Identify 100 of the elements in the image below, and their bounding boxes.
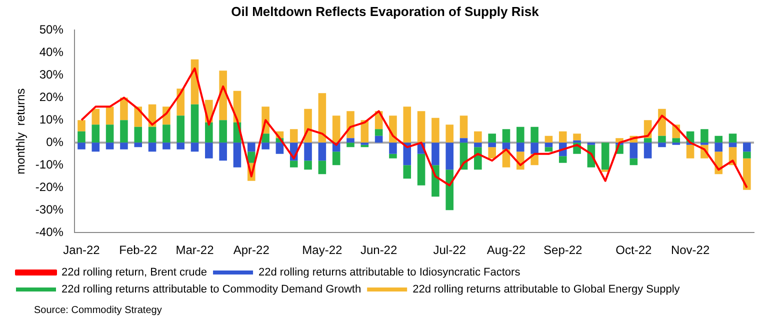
bar: [601, 142, 610, 170]
bar: [304, 108, 312, 143]
y-tick-label: 0%: [46, 134, 64, 149]
bar: [346, 111, 354, 138]
bar: [78, 131, 86, 143]
bar: [432, 142, 440, 166]
bar: [389, 154, 397, 158]
bar: [290, 160, 298, 168]
bar: [502, 142, 510, 150]
bar: [318, 142, 326, 161]
bar: [205, 122, 213, 143]
bar: [417, 111, 426, 143]
bar: [92, 108, 100, 125]
bar: [304, 142, 312, 161]
bar: [346, 142, 354, 148]
bar: [728, 142, 737, 148]
bar: [247, 142, 256, 152]
bar: [219, 120, 227, 143]
legend-label: 22d rolling returns attributable to Global Energy Supply: [412, 284, 680, 296]
x-tick-label: Apr-22: [233, 243, 270, 258]
bar: [78, 142, 86, 150]
bar: [374, 129, 383, 136]
bar: [630, 158, 638, 166]
bar: [318, 160, 326, 174]
bar: [460, 138, 468, 143]
bar: [432, 118, 440, 143]
bar: [530, 142, 538, 154]
bar: [644, 142, 652, 158]
bar: [332, 116, 340, 143]
bar: [332, 152, 340, 166]
bar: [219, 142, 227, 161]
bar: [488, 147, 496, 158]
bar: [658, 136, 666, 143]
bar: [700, 129, 708, 143]
bar: [743, 158, 751, 190]
y-axis-title: monthly returns: [14, 88, 28, 174]
bar: [558, 156, 567, 163]
legend-label: 22d rolling returns attributable to Idiosyncratic Factors: [258, 266, 521, 279]
bar: [573, 140, 581, 143]
bar: [488, 142, 496, 148]
bar: [290, 129, 298, 143]
bar: [544, 147, 553, 152]
bar: [106, 124, 114, 143]
bar: [714, 142, 722, 152]
bar: [630, 142, 638, 158]
bar: [233, 142, 242, 168]
bar: [205, 142, 213, 158]
bar: [544, 142, 553, 148]
x-tick-label: Jul-22: [433, 243, 466, 258]
bar: [743, 142, 751, 152]
bar: [176, 116, 184, 143]
bar: [162, 142, 170, 150]
bar: [686, 144, 694, 158]
bar: [190, 142, 199, 152]
bar: [488, 134, 496, 143]
legend-label: 22d rolling returns attributable to Commodity Demand Growth: [62, 284, 362, 296]
y-tick-label: -30%: [35, 202, 64, 216]
x-tick-label: Aug-22: [486, 243, 526, 258]
y-tick-label: 40%: [39, 45, 64, 59]
x-tick-label: Jan-22: [63, 243, 100, 258]
bar: [672, 138, 680, 143]
bar: [743, 152, 751, 158]
bar: [304, 160, 312, 170]
bar: [346, 138, 354, 143]
bar: [658, 142, 666, 148]
bar: [417, 154, 426, 186]
bar: [389, 142, 397, 154]
y-tick-label: -10%: [35, 157, 64, 172]
bar: [446, 124, 454, 143]
x-tick-label: Sep-22: [544, 243, 583, 258]
bar: [134, 142, 142, 148]
bar: [176, 142, 184, 150]
bar: [190, 104, 199, 143]
y-tick-label: 30%: [39, 67, 64, 82]
bar: [106, 142, 114, 150]
x-tick-label: Oct-22: [616, 243, 652, 258]
bar: [516, 126, 524, 143]
bar: [573, 134, 581, 140]
x-tick-label: May-22: [302, 243, 343, 258]
bar: [318, 93, 326, 143]
bar: [148, 126, 156, 143]
legend-label: 22d rolling return, Brent crude: [62, 266, 208, 279]
y-tick-label: -20%: [35, 180, 64, 194]
bar: [92, 124, 100, 143]
y-tick-label: 20%: [39, 90, 64, 104]
bar: [120, 142, 128, 150]
bar: [134, 126, 142, 143]
y-tick-label: 50%: [39, 22, 64, 37]
chart-title: Oil Meltdown Reflects Evaporation of Supply Risk: [230, 4, 540, 19]
y-tick-label: -40%: [35, 224, 64, 239]
x-tick-label: Jun-22: [360, 243, 398, 258]
source-note: Source: Commodity Strategy: [34, 305, 162, 316]
bar: [474, 142, 482, 148]
bar: [106, 106, 114, 125]
y-tick-label: 10%: [39, 112, 64, 126]
bar: [120, 120, 128, 143]
bar: [262, 134, 270, 143]
bar: [148, 142, 156, 152]
bar: [78, 120, 86, 132]
bar: [474, 131, 482, 143]
